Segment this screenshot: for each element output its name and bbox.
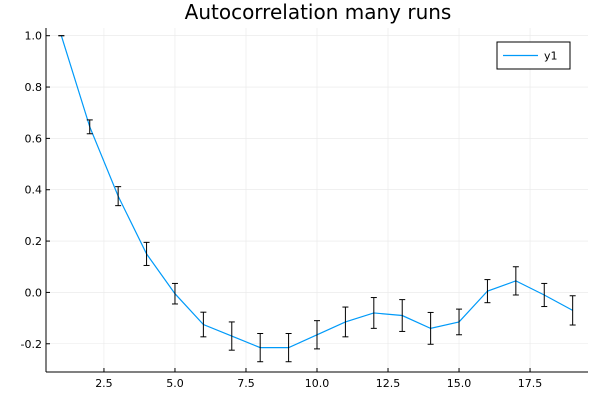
x-tick-label: 2.5 (95, 377, 113, 390)
error-bar (342, 306, 349, 338)
x-tick-label: 10.0 (305, 377, 330, 390)
y-tick-label: -0.2 (21, 338, 42, 351)
error-bar (285, 332, 292, 363)
error-bar (257, 332, 264, 363)
legend-label-y1: y1 (544, 50, 558, 63)
legend: y1 (496, 41, 571, 70)
error-bar (569, 295, 576, 326)
y-tick-label: 0.8 (25, 81, 43, 94)
error-bar (456, 308, 463, 336)
error-bar (143, 241, 150, 266)
error-bar (399, 299, 406, 332)
error-bar (228, 321, 235, 351)
y-tick-label: 1.0 (25, 30, 43, 43)
x-tick-labels: 2.5 5.0 7.5 10.0 12.5 15.0 17.5 (95, 377, 542, 390)
error-bar (171, 282, 178, 305)
x-tick-label: 15.0 (447, 377, 472, 390)
error-bar (314, 320, 320, 350)
grid (46, 28, 588, 372)
y-tick-labels: -0.2 0.0 0.2 0.4 0.6 0.8 1.0 (21, 30, 42, 351)
error-bar (86, 119, 93, 135)
y-tick-label: 0.4 (25, 184, 43, 197)
chart-title: Autocorrelation many runs (185, 0, 452, 24)
error-bar (512, 266, 519, 296)
x-tick-label: 5.0 (166, 377, 184, 390)
x-tick-label: 7.5 (237, 377, 255, 390)
error-bar (541, 282, 548, 308)
error-bar (484, 279, 491, 304)
axes (45, 28, 588, 373)
x-tick-label: 17.5 (518, 377, 543, 390)
error-bar (370, 297, 377, 329)
x-tick-label: 12.5 (376, 377, 401, 390)
error-bar (115, 186, 122, 207)
y-tick-label: 0.0 (25, 286, 43, 299)
y-tick-label: 0.2 (25, 235, 43, 248)
error-bar (200, 311, 207, 338)
y-tick-label: 0.6 (25, 132, 43, 145)
series-y1 (58, 35, 576, 363)
error-bar (427, 311, 434, 345)
